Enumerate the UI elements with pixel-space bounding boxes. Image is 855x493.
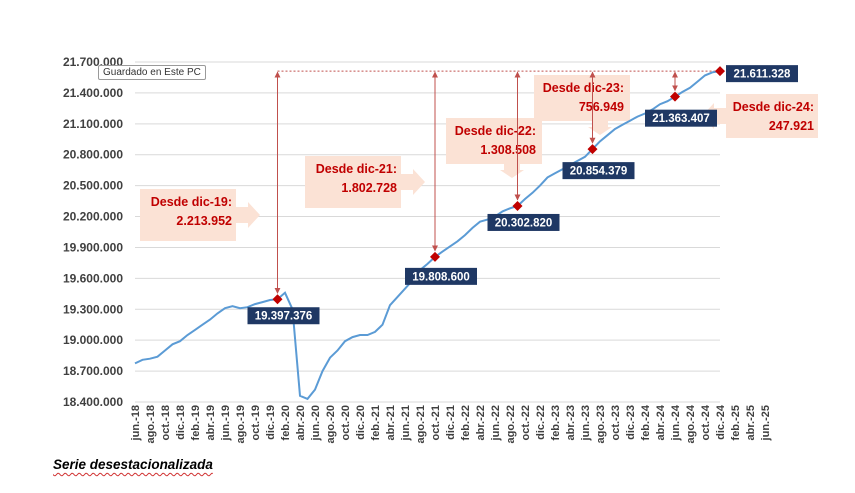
value-label-box [405,267,477,285]
y-tick-label: 21.100.000 [63,117,123,131]
reference-arrows [274,70,720,294]
value-label-box [726,65,798,83]
x-tick-label: ago.-24 [685,404,697,443]
x-tick-label: ago.-21 [415,405,427,444]
x-tick-label: abr.-22 [475,405,487,440]
x-tick-label: jun.-23 [580,405,592,441]
x-tick-label: dic.-23 [625,405,637,440]
callout-value: 247.921 [769,119,814,133]
callout-value: 2.213.952 [176,214,232,228]
x-tick-label: dic.-18 [175,405,187,440]
x-tick-label: feb.-25 [730,405,742,440]
data-marker [430,251,440,262]
x-tick-label: oct.-21 [430,405,442,440]
y-tick-label: 18.400.000 [63,395,123,409]
value-label: 19.808.600 [412,271,470,283]
x-tick-label: oct.-18 [160,405,172,440]
y-tick-label: 19.600.000 [63,271,123,285]
x-tick-label: abr.-24 [655,404,667,440]
callout-value: 1.802.728 [341,181,397,195]
callout-box [140,189,260,241]
x-tick-label: jun.-19 [220,405,232,441]
callout-title: Desde dic-22: [455,124,536,138]
x-tick-label: oct.-20 [340,405,352,440]
x-tick-label: jun.-18 [130,405,142,441]
x-tick-label: dic.-21 [445,405,457,440]
callout-box [305,156,425,208]
callout-title: Desde dic-21: [316,162,397,176]
x-tick-label: feb.-23 [550,405,562,440]
x-tick-label: abr.-19 [205,405,217,440]
x-tick-label: dic.-19 [265,405,277,440]
x-tick-label: abr.-25 [745,405,757,440]
x-tick-label: ago.-18 [145,405,157,444]
y-tick-label: 19.000.000 [63,333,123,347]
callout-title: Desde dic-24: [733,100,814,114]
data-marker [272,294,283,305]
footnote: Serie desestacionalizada [53,457,213,472]
y-tick-label: 20.200.000 [63,210,123,224]
y-tick-label: 18.700.000 [63,364,123,378]
x-tick-label: dic.-24 [715,404,727,440]
y-tick-label: 20.800.000 [63,148,123,162]
value-label-box [247,307,320,325]
data-marker [512,200,523,211]
value-label: 20.854.379 [570,166,628,178]
data-marker [715,66,725,77]
x-tick-label: dic.-20 [355,405,367,440]
x-tick-label: abr.-23 [565,405,577,440]
callout-box [534,75,630,135]
value-label-box [645,109,717,127]
x-tick-label: oct.-23 [610,405,622,440]
x-tick-label: jun.-20 [310,405,322,441]
x-tick-label: ago.-20 [325,405,337,444]
data-marker [587,144,598,155]
callout-value: 1.308.508 [480,143,536,157]
x-axis-ticks: jun.-18 ago.-18 oct.-18 dic.-18 feb.-19 abr.-… [130,404,772,443]
x-tick-label: oct.-24 [700,404,712,440]
callout-box [702,94,818,138]
x-tick-label: feb.-22 [460,405,472,440]
y-tick-label: 20.500.000 [63,179,123,193]
callout-value: 756.949 [579,100,624,114]
value-label: 20.302.820 [495,217,553,229]
value-label: 21.611.328 [734,69,792,81]
callout-title: Desde dic-19: [151,195,232,209]
data-marker [670,91,680,102]
x-tick-label: oct.-22 [520,405,532,440]
value-labels: 19.397.376 19.808.600 20.302.820 20.854.379… [247,65,798,325]
x-tick-label: ago.-22 [505,405,517,444]
y-tick-label: 19.300.000 [63,302,123,316]
data-markers [272,66,725,305]
x-tick-label: abr.-20 [295,405,307,440]
y-tick-label: 21.400.000 [63,86,123,100]
x-tick-label: ago.-23 [595,405,607,444]
x-tick-label: abr.-21 [385,405,397,440]
x-tick-label: feb.-19 [190,405,202,440]
x-tick-label: jun.-24 [670,404,682,441]
value-label-box [562,162,635,180]
value-label-box [487,213,560,231]
x-tick-label: jun.-25 [760,405,772,441]
x-tick-label: ago.-19 [235,405,247,444]
callout-title: Desde dic-23: [543,81,624,95]
x-tick-label: dic.-22 [535,405,547,440]
value-label: 21.363.407 [652,113,710,125]
x-tick-label: jun.-21 [400,405,412,441]
y-axis-ticks: 18.400.000 18.700.000 19.000.000 19.300.000… [63,55,123,409]
x-tick-label: feb.-20 [280,405,292,440]
x-tick-label: feb.-21 [370,405,382,440]
x-tick-label: jun.-22 [490,405,502,441]
series-line [134,70,721,401]
x-tick-label: feb.-24 [640,404,652,440]
saved-tooltip: Guardado en Este PC [98,65,206,80]
x-tick-label: oct.-19 [250,405,262,440]
y-tick-label: 19.900.000 [63,240,123,254]
value-label: 19.397.376 [255,311,313,323]
